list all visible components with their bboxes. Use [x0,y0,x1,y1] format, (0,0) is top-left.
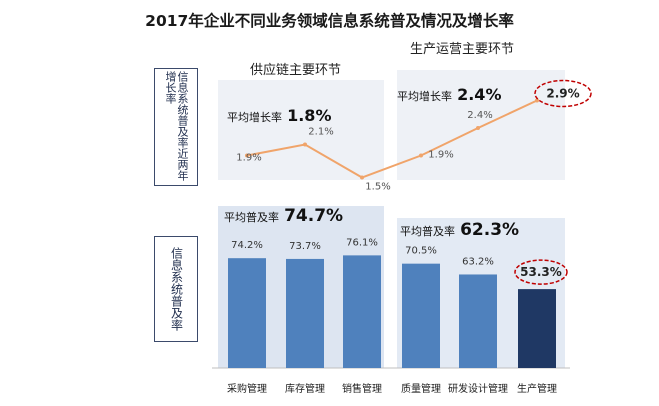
category-label: 质量管理 [401,382,441,395]
supply-avg-growth-label: 平均增长率 [227,111,282,124]
growth-value-label: 2.9% [546,87,579,101]
supply-avg-pen-value: 74.7% [284,206,344,226]
growth-value-label: 2.4% [467,110,492,121]
bar-value-label: 53.3% [520,265,562,279]
growth-value-label: 1.5% [365,182,390,193]
penetration-side-label: 信息系统普及率 [169,247,184,331]
production-avg-growth-value: 2.4% [457,85,502,104]
growth-point-4 [419,153,423,158]
bar-value-label: 63.2% [462,256,494,267]
bar-value-label: 70.5% [405,246,437,257]
growth-value-label: 1.9% [428,150,453,161]
growth-side-label-box: 信息系统普及率近两年增长率 [154,68,198,186]
supply-section-title: 供应链主要环节 [250,63,342,78]
bar-4 [402,263,440,368]
category-label: 销售管理 [342,382,382,395]
category-label: 生产管理 [517,382,557,395]
bar-3 [343,255,381,368]
penetration-side-label-box: 信息系统普及率 [154,236,198,342]
bar-2 [286,258,324,368]
supply-growth-panel [218,80,384,180]
production-avg-pen-value: 62.3% [460,220,520,240]
production-avg-pen: 平均普及率 62.3% [400,220,519,240]
bar-1 [228,258,266,368]
category-label: 研发设计管理 [448,382,508,395]
bar-highlight-ring [514,259,568,285]
chart-title: 2017年企业不同业务领域信息系统普及情况及增长率 [145,12,514,30]
growth-point-5 [476,126,480,130]
growth-highlight-ring [534,79,592,108]
category-label: 库存管理 [285,382,325,395]
growth-side-label: 信息系统普及率近两年增长率 [164,71,189,181]
bar-value-label: 73.7% [289,241,321,252]
production-avg-growth-label: 平均增长率 [397,90,452,103]
production-avg-pen-label: 平均普及率 [400,225,455,238]
growth-point-2 [303,142,307,147]
bar-5 [459,274,497,368]
supply-avg-growth: 平均增长率 1.8% [227,106,331,125]
bar-value-label: 74.2% [231,240,263,251]
supply-avg-growth-value: 1.8% [287,106,332,125]
growth-line [246,99,538,179]
growth-point-1 [245,153,249,158]
bar-6 [518,289,556,368]
supply-avg-pen-label: 平均普及率 [224,211,279,224]
production-section-title: 生产运营主要环节 [410,42,515,57]
growth-value-label: 1.9% [236,153,261,164]
production-avg-growth: 平均增长率 2.4% [397,85,501,104]
bar-value-label: 76.1% [346,237,378,248]
category-label: 采购管理 [227,382,267,395]
growth-point-6 [535,98,539,103]
growth-value-label: 2.1% [308,127,333,138]
growth-point-3 [360,175,364,180]
supply-avg-pen: 平均普及率 74.7% [224,206,343,226]
